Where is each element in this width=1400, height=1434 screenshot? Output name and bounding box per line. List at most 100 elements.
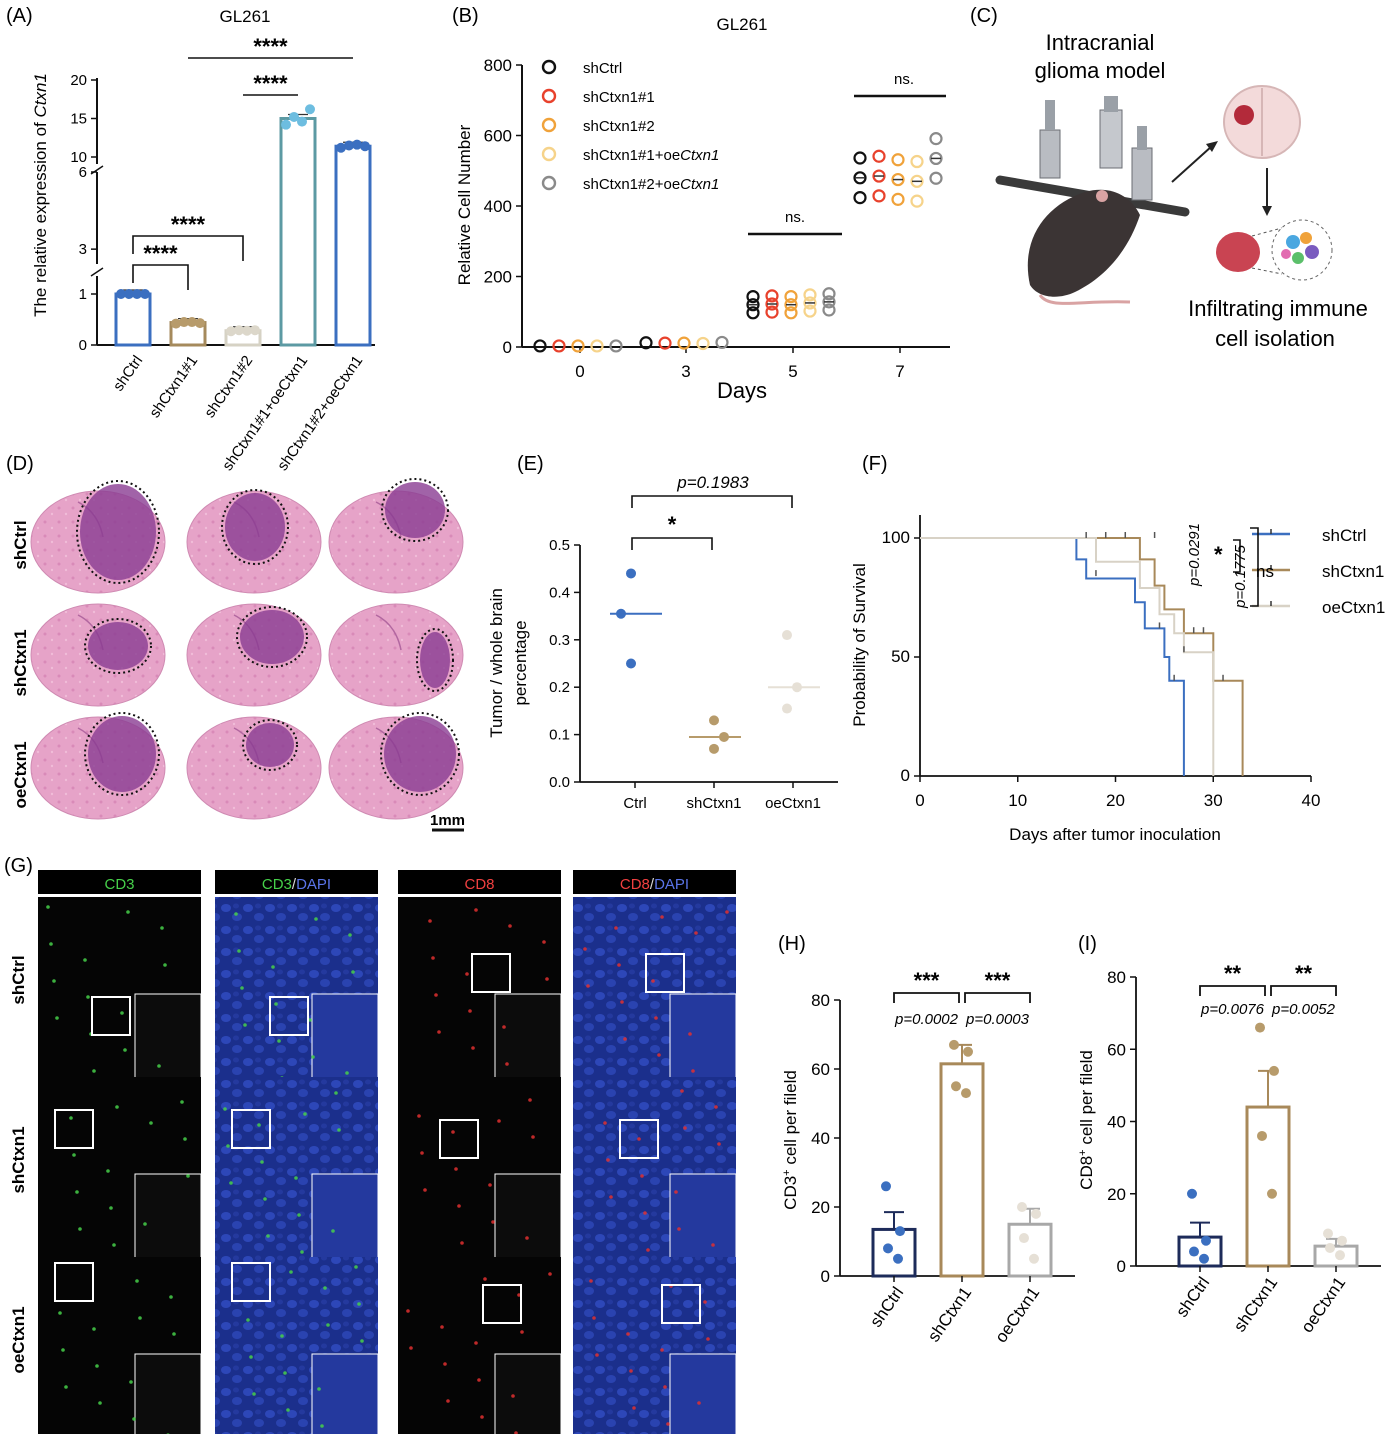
if-signal-dot xyxy=(237,949,241,953)
tumor-outline xyxy=(381,478,449,542)
if-signal-dot xyxy=(263,1197,267,1201)
a-ytick-label: 6 xyxy=(79,164,87,181)
if-signal-dot xyxy=(434,993,438,997)
if-signal-dot xyxy=(172,1332,176,1336)
e-category-label: shCtxn1 xyxy=(686,795,741,812)
panel-f-ylabel: Probability of Survival xyxy=(850,563,869,726)
panel-label-i: (I) xyxy=(1078,933,1097,955)
if-signal-dot xyxy=(511,1394,515,1398)
panel-label-e: (E) xyxy=(517,453,544,475)
b-legend-marker xyxy=(541,117,557,133)
he-section xyxy=(328,712,464,820)
h-sig-stars: *** xyxy=(985,968,1011,993)
b-point xyxy=(891,192,905,206)
if-signal-dot xyxy=(717,1142,721,1146)
i-ytick-label: 0 xyxy=(1117,1257,1126,1276)
if-signal-dot xyxy=(266,1234,270,1238)
if-image xyxy=(573,1077,737,1278)
e-point xyxy=(782,630,792,641)
panel-f-significance: * ns p=0.0291 p=0.1775 xyxy=(1186,523,1274,609)
if-signal-dot xyxy=(326,1323,330,1327)
he-section xyxy=(30,712,166,820)
he-section xyxy=(328,603,464,707)
f-p-value-1: p=0.0291 xyxy=(1186,523,1203,587)
if-signal-dot xyxy=(277,1039,281,1043)
panel-a-bars xyxy=(114,104,372,347)
g-header-bar xyxy=(573,870,736,894)
if-signal-dot xyxy=(660,1348,664,1352)
b-point xyxy=(784,290,798,304)
if-signal-dot xyxy=(46,905,50,909)
b-point xyxy=(609,339,623,353)
a-point xyxy=(179,317,189,328)
a-sig-bracket xyxy=(132,235,244,261)
f-ytick-label: 50 xyxy=(891,647,910,666)
if-signal-dot xyxy=(697,1401,701,1405)
a-ytick-label: 0 xyxy=(79,337,87,354)
if-signal-dot xyxy=(354,1265,358,1269)
if-signal-dot xyxy=(471,1046,475,1050)
i-point xyxy=(1337,1235,1347,1246)
if-signal-dot xyxy=(345,1071,349,1075)
i-sig-bracket xyxy=(1199,985,1266,996)
panel-h-ylabel: CD3+ cell per fileld xyxy=(781,1070,800,1210)
tumor-outline xyxy=(84,618,152,674)
if-roi-box xyxy=(54,1262,94,1302)
b-point xyxy=(571,339,585,353)
b-point xyxy=(910,194,924,208)
if-signal-dot xyxy=(323,1286,327,1290)
if-signal-dot xyxy=(83,958,87,962)
tumor-outline xyxy=(236,606,308,668)
b-point xyxy=(784,306,798,320)
if-signal-dot xyxy=(240,986,244,990)
if-signal-dot xyxy=(691,1069,695,1073)
if-signal-dot xyxy=(226,1144,230,1148)
a-point xyxy=(344,140,354,151)
panel-c-caption-line2: cell isolation xyxy=(1215,326,1335,351)
b-point xyxy=(872,149,886,163)
h-point xyxy=(895,1226,905,1237)
if-signal-dot xyxy=(334,1091,338,1095)
a-ytick-label: 1 xyxy=(79,286,87,303)
i-sig-bracket xyxy=(1270,985,1337,996)
if-signal-dot xyxy=(112,1243,116,1247)
a-bar xyxy=(279,117,317,347)
if-roi-box xyxy=(482,1284,522,1324)
a-point xyxy=(297,116,307,127)
i-category-label: shCtrl xyxy=(1172,1273,1213,1320)
f-sig-star: * xyxy=(1214,542,1223,567)
if-signal-dot xyxy=(480,1415,484,1419)
if-signal-dot xyxy=(95,1364,99,1368)
panel-c-title-line1: Intracranial xyxy=(1046,30,1155,55)
if-signal-dot xyxy=(169,1295,173,1299)
g-header-bar xyxy=(215,870,378,894)
a-sig-stars: **** xyxy=(171,212,206,237)
if-image xyxy=(38,1077,202,1278)
h-ytick-label: 60 xyxy=(811,1060,830,1079)
if-signal-dot xyxy=(123,1048,127,1052)
f-legend-label: shCtxn1 xyxy=(1322,562,1384,581)
e-p-value: p=0.1983 xyxy=(676,473,749,492)
i-category-label: shCtxn1 xyxy=(1230,1273,1281,1335)
if-roi-box xyxy=(439,1119,479,1159)
arrow-head-icon xyxy=(1206,141,1218,152)
tumor-region xyxy=(384,716,456,792)
if-signal-dot xyxy=(711,1243,715,1247)
panel-c-title-line2: glioma model xyxy=(1035,58,1166,83)
a-point xyxy=(360,141,370,152)
panel-d: (D) shCtrl shCtxn1 oeCtxn1 1mm xyxy=(6,453,465,832)
if-signal-dot xyxy=(583,947,587,951)
if-signal-dot xyxy=(725,910,729,914)
tumor-tissue-illustration xyxy=(1216,219,1333,281)
b-point xyxy=(803,288,817,302)
if-signal-dot xyxy=(483,1277,487,1281)
if-signal-dot xyxy=(286,1408,290,1412)
e-ytick-label: 0.0 xyxy=(549,774,570,791)
i-point xyxy=(1257,1130,1267,1141)
b-xtick-label: 3 xyxy=(681,362,690,381)
panel-i-ylabel: CD8+ cell per fileld xyxy=(1077,1050,1096,1190)
panel-b-points xyxy=(533,132,943,353)
if-signal-dot xyxy=(683,1126,687,1130)
if-signal-dot xyxy=(437,1030,441,1034)
i-category-label: oeCtxn1 xyxy=(1297,1273,1349,1336)
